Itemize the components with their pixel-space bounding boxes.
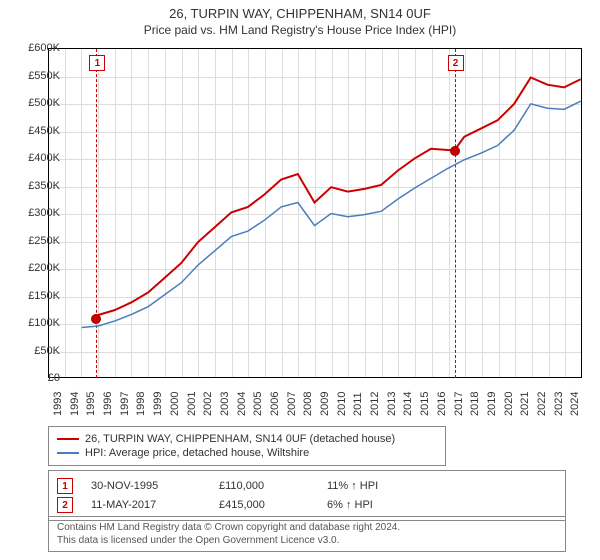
x-axis-label: 1997 — [119, 392, 131, 416]
x-axis-label: 2007 — [286, 392, 298, 416]
x-axis-label: 2011 — [352, 392, 364, 416]
x-axis-label: 2021 — [519, 392, 531, 416]
legend-label-2: HPI: Average price, detached house, Wilt… — [85, 447, 309, 459]
tx-annotation-2: 2 — [448, 55, 464, 71]
x-axis-label: 2019 — [486, 392, 498, 416]
x-axis-label: 2012 — [369, 392, 381, 416]
series-price_paid — [97, 78, 581, 318]
x-axis-label: 1994 — [69, 392, 81, 416]
legend-swatch-1 — [57, 438, 79, 440]
x-axis-label: 2009 — [319, 392, 331, 416]
tx-annotation-1: 1 — [89, 55, 105, 71]
transaction-table: 1 30-NOV-1995 £110,000 11% ↑ HPI 2 11-MA… — [48, 470, 566, 521]
x-axis-label: 2018 — [469, 392, 481, 416]
x-axis-label: 1995 — [85, 392, 97, 416]
x-axis-label: 2014 — [402, 392, 414, 416]
x-axis-label: 2003 — [219, 392, 231, 416]
x-axis-label: 2024 — [569, 392, 581, 416]
x-axis-label: 2004 — [236, 392, 248, 416]
tx-date-1: 30-NOV-1995 — [91, 480, 201, 492]
tx-date-2: 11-MAY-2017 — [91, 499, 201, 511]
chart-titles: 26, TURPIN WAY, CHIPPENHAM, SN14 0UF Pri… — [0, 0, 600, 37]
x-axis-label: 2008 — [302, 392, 314, 416]
x-axis-label: 2001 — [186, 392, 198, 416]
tx-dot-1 — [91, 314, 101, 324]
tx-hpi-1: 11% ↑ HPI — [327, 480, 417, 492]
marker-2: 2 — [57, 497, 73, 513]
x-axis-label: 2010 — [336, 392, 348, 416]
x-axis-label: 2006 — [269, 392, 281, 416]
tx-dot-2 — [450, 146, 460, 156]
tx-price-1: £110,000 — [219, 480, 309, 492]
legend-row-series2: HPI: Average price, detached house, Wilt… — [57, 447, 437, 459]
x-axis-label: 2000 — [169, 392, 181, 416]
x-axis-label: 1998 — [135, 392, 147, 416]
series-hpi — [82, 101, 581, 327]
footer-line-1: Contains HM Land Registry data © Crown c… — [57, 521, 557, 534]
x-axis-label: 2020 — [503, 392, 515, 416]
x-axis-label: 1993 — [52, 392, 64, 416]
table-row: 2 11-MAY-2017 £415,000 6% ↑ HPI — [57, 497, 557, 513]
x-axis-label: 1996 — [102, 392, 114, 416]
footer-line-2: This data is licensed under the Open Gov… — [57, 534, 557, 547]
chart-container: 26, TURPIN WAY, CHIPPENHAM, SN14 0UF Pri… — [0, 0, 600, 560]
tx-hpi-2: 6% ↑ HPI — [327, 499, 417, 511]
x-axis-label: 2015 — [419, 392, 431, 416]
line-svg — [48, 49, 581, 378]
marker-1: 1 — [57, 478, 73, 494]
x-axis-label: 1999 — [152, 392, 164, 416]
plot-area: 12 — [48, 48, 582, 378]
x-axis-label: 2002 — [202, 392, 214, 416]
attribution-footer: Contains HM Land Registry data © Crown c… — [48, 516, 566, 552]
tx-price-2: £415,000 — [219, 499, 309, 511]
legend-swatch-2 — [57, 452, 79, 454]
x-axis-label: 2013 — [386, 392, 398, 416]
x-axis-label: 2005 — [252, 392, 264, 416]
chart-subtitle: Price paid vs. HM Land Registry's House … — [0, 23, 600, 37]
chart-title-address: 26, TURPIN WAY, CHIPPENHAM, SN14 0UF — [0, 6, 600, 21]
legend: 26, TURPIN WAY, CHIPPENHAM, SN14 0UF (de… — [48, 426, 446, 466]
x-axis-label: 2017 — [453, 392, 465, 416]
table-row: 1 30-NOV-1995 £110,000 11% ↑ HPI — [57, 478, 557, 494]
x-axis-label: 2023 — [553, 392, 565, 416]
legend-label-1: 26, TURPIN WAY, CHIPPENHAM, SN14 0UF (de… — [85, 433, 395, 445]
legend-row-series1: 26, TURPIN WAY, CHIPPENHAM, SN14 0UF (de… — [57, 433, 437, 445]
x-axis-label: 2016 — [436, 392, 448, 416]
x-axis-label: 2022 — [536, 392, 548, 416]
